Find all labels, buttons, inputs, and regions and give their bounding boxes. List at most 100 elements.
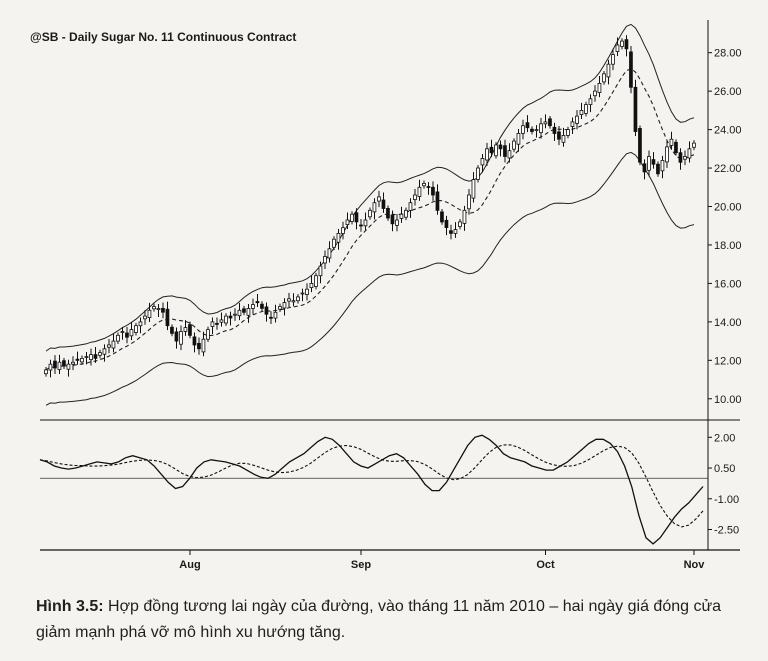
candle-body	[692, 142, 696, 148]
candle-body	[552, 126, 557, 134]
candle-body	[593, 90, 597, 97]
candle	[53, 355, 57, 374]
candle	[80, 355, 84, 365]
oscillator-tick-label: -2.50	[714, 525, 739, 537]
candle-body	[413, 194, 417, 200]
candle	[305, 283, 309, 301]
candle	[138, 317, 143, 334]
candle	[224, 313, 228, 326]
candle-body	[629, 51, 633, 88]
candle-body	[363, 219, 368, 227]
candle-body	[372, 202, 377, 213]
candle-body	[678, 152, 683, 163]
candle-body	[485, 148, 489, 161]
candle	[341, 221, 345, 240]
candle-body	[611, 54, 615, 65]
candle	[219, 312, 224, 327]
candle-body	[642, 163, 647, 173]
candle-body	[453, 229, 458, 234]
candle	[566, 126, 570, 139]
candle	[377, 190, 381, 208]
y-tick-label: 18.00	[714, 240, 742, 252]
candle-body	[530, 128, 534, 132]
candle-body	[651, 159, 656, 165]
candle-body	[602, 73, 606, 83]
candle	[426, 182, 431, 195]
candle-body	[44, 369, 48, 375]
candle	[431, 181, 435, 201]
candle	[606, 59, 611, 85]
candle-body	[390, 214, 395, 225]
candle	[152, 303, 156, 312]
candle	[660, 155, 665, 179]
candle-body	[336, 232, 341, 243]
candle-body	[566, 129, 570, 136]
oscillator-tick-label: 0.50	[714, 463, 735, 475]
candle-body	[534, 129, 539, 132]
y-tick-label: 28.00	[714, 48, 742, 60]
y-tick-label: 10.00	[714, 394, 742, 406]
candle	[107, 338, 111, 354]
candle-body	[615, 44, 620, 52]
candle-body	[462, 209, 467, 224]
y-tick-label: 14.00	[714, 317, 742, 329]
candle	[296, 293, 300, 304]
candle	[390, 210, 395, 232]
candle	[156, 303, 161, 318]
candle	[251, 298, 255, 315]
candle	[408, 198, 413, 218]
candle-body	[521, 125, 525, 134]
moving-average	[45, 68, 695, 371]
x-tick-label: Aug	[179, 559, 200, 571]
candle-body	[255, 301, 260, 304]
candle-body	[507, 150, 512, 159]
candle-body	[444, 219, 449, 229]
candle-body	[354, 212, 359, 223]
candle	[417, 179, 422, 201]
candle	[125, 327, 129, 344]
candle	[228, 311, 233, 326]
candle-body	[219, 319, 224, 323]
candle-body	[107, 344, 111, 348]
candle-body	[282, 302, 287, 309]
candle-body	[152, 306, 156, 310]
candle	[111, 333, 116, 353]
candle	[471, 172, 476, 203]
candle	[521, 119, 525, 140]
candle-body	[638, 127, 642, 163]
candle-body	[125, 332, 129, 338]
candle	[395, 214, 399, 232]
chart-title: @SB - Daily Sugar No. 11 Continuous Cont…	[30, 30, 297, 44]
candle	[75, 351, 80, 365]
candle-body	[102, 348, 107, 355]
candle-body	[422, 182, 426, 187]
candle	[372, 198, 377, 220]
candle	[386, 205, 390, 221]
candle-body	[323, 256, 327, 264]
candle-body	[575, 115, 579, 124]
candle	[570, 117, 575, 135]
candle-body	[548, 118, 552, 127]
candle	[453, 222, 458, 238]
candle-body	[386, 207, 390, 219]
candle	[656, 161, 660, 177]
y-tick-label: 24.00	[714, 125, 742, 137]
candle	[287, 292, 291, 308]
candle-body	[201, 338, 206, 353]
candle-body	[669, 138, 674, 146]
oscillator-pane	[39, 434, 708, 545]
candle-body	[305, 288, 309, 296]
candle	[300, 288, 305, 302]
candle	[638, 125, 642, 166]
y-tick-label: 20.00	[714, 202, 742, 214]
candle	[615, 37, 620, 56]
candle	[44, 367, 48, 377]
candle-body	[143, 315, 147, 320]
candle-body	[57, 361, 62, 370]
candle-body	[570, 121, 575, 127]
candle-body	[440, 211, 444, 223]
candle	[89, 348, 93, 366]
candle-body	[116, 334, 120, 342]
x-tick-label: Sep	[351, 559, 371, 571]
candle-body	[683, 156, 687, 160]
